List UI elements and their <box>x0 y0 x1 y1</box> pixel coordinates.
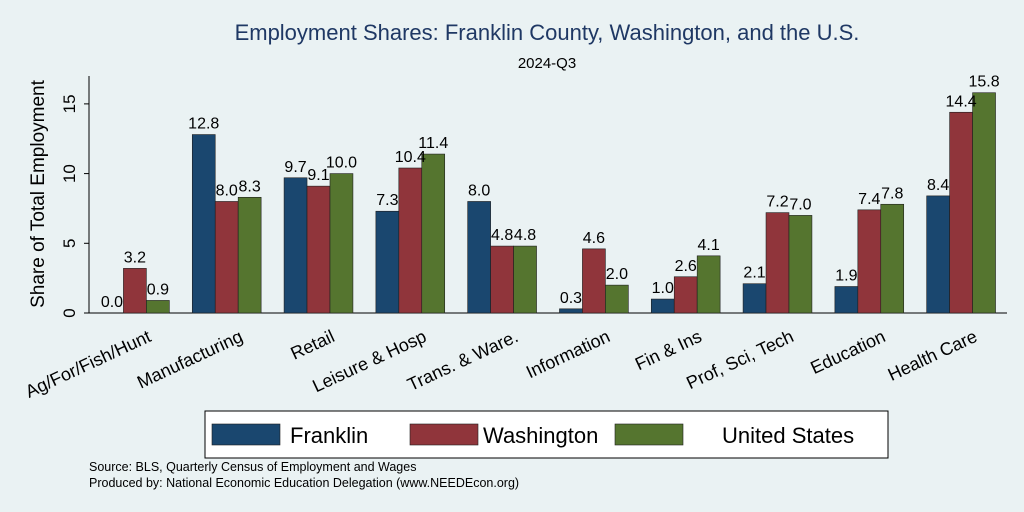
data-label: 8.0 <box>216 182 238 199</box>
bar <box>582 248 606 314</box>
bar <box>191 134 216 314</box>
legend-label: United States <box>722 423 854 448</box>
bar <box>421 153 446 314</box>
data-label: 9.1 <box>307 167 329 184</box>
legend-box <box>204 410 889 459</box>
data-label: 8.4 <box>927 177 949 194</box>
bar <box>513 245 537 314</box>
legend-swatch <box>409 423 479 446</box>
data-label: 7.4 <box>858 191 880 208</box>
data-label: 10.0 <box>326 155 357 172</box>
bar <box>146 300 170 314</box>
bar <box>742 283 767 314</box>
bar <box>123 268 147 314</box>
data-label: 7.8 <box>881 185 903 202</box>
y-tick-label: 10 <box>60 164 79 183</box>
bar <box>650 298 675 314</box>
bar <box>237 196 262 314</box>
data-label: 10.4 <box>395 149 426 166</box>
data-label: 4.8 <box>491 227 513 244</box>
data-label: 11.4 <box>418 135 448 152</box>
y-tick-label: 0 <box>60 308 79 317</box>
data-label: 0.9 <box>147 281 169 298</box>
legend-swatch <box>211 423 281 446</box>
bar <box>857 209 882 314</box>
data-label: 15.8 <box>968 74 999 91</box>
bar <box>880 203 905 314</box>
data-label: 9.7 <box>284 159 306 176</box>
data-label: 7.0 <box>789 196 811 213</box>
data-label: 14.4 <box>946 93 977 110</box>
bar <box>398 167 423 314</box>
data-label: 8.3 <box>239 178 261 195</box>
bar <box>696 255 721 314</box>
data-label: 7.2 <box>766 194 788 211</box>
data-label: 7.3 <box>376 192 398 209</box>
bar <box>949 111 973 314</box>
data-label: 2.1 <box>743 265 765 282</box>
bar <box>834 286 859 314</box>
bar <box>605 284 629 314</box>
source-line: Source: BLS, Quarterly Census of Employm… <box>89 460 417 474</box>
bar <box>329 173 354 314</box>
bar <box>467 201 491 314</box>
data-label: 3.2 <box>124 249 146 266</box>
data-label: 2.0 <box>606 266 628 283</box>
y-tick-label: 5 <box>60 239 79 248</box>
data-label: 8.0 <box>468 182 490 199</box>
data-label: 4.6 <box>583 230 605 247</box>
data-label: 4.1 <box>698 237 720 254</box>
bar <box>559 308 583 314</box>
data-label: 2.6 <box>675 258 697 275</box>
bar <box>214 201 239 314</box>
y-tick-label: 15 <box>60 94 79 113</box>
data-label: 1.9 <box>835 268 857 285</box>
data-label: 12.8 <box>188 116 219 133</box>
chart-subtitle: 2024-Q3 <box>518 55 576 72</box>
bar <box>972 92 996 314</box>
bar <box>673 276 698 314</box>
bar <box>283 177 308 314</box>
bar <box>765 212 790 314</box>
source-note: Source: BLS, Quarterly Census of Employm… <box>89 459 519 491</box>
legend-label: Washington <box>483 423 598 448</box>
bar <box>490 245 514 314</box>
y-axis-title: Share of Total Employment <box>28 79 49 307</box>
chart-title: Employment Shares: Franklin County, Wash… <box>235 20 860 45</box>
data-label: 4.8 <box>514 227 536 244</box>
legend-swatch <box>614 423 684 446</box>
bar <box>788 215 813 314</box>
bar <box>926 195 950 314</box>
data-label: 0.3 <box>560 290 582 307</box>
bar <box>375 210 400 314</box>
producer-line: Produced by: National Economic Education… <box>89 476 520 490</box>
bar <box>306 185 331 314</box>
data-label: 1.0 <box>652 280 674 297</box>
data-label: 0.0 <box>101 294 123 311</box>
legend-label: Franklin <box>290 423 368 448</box>
